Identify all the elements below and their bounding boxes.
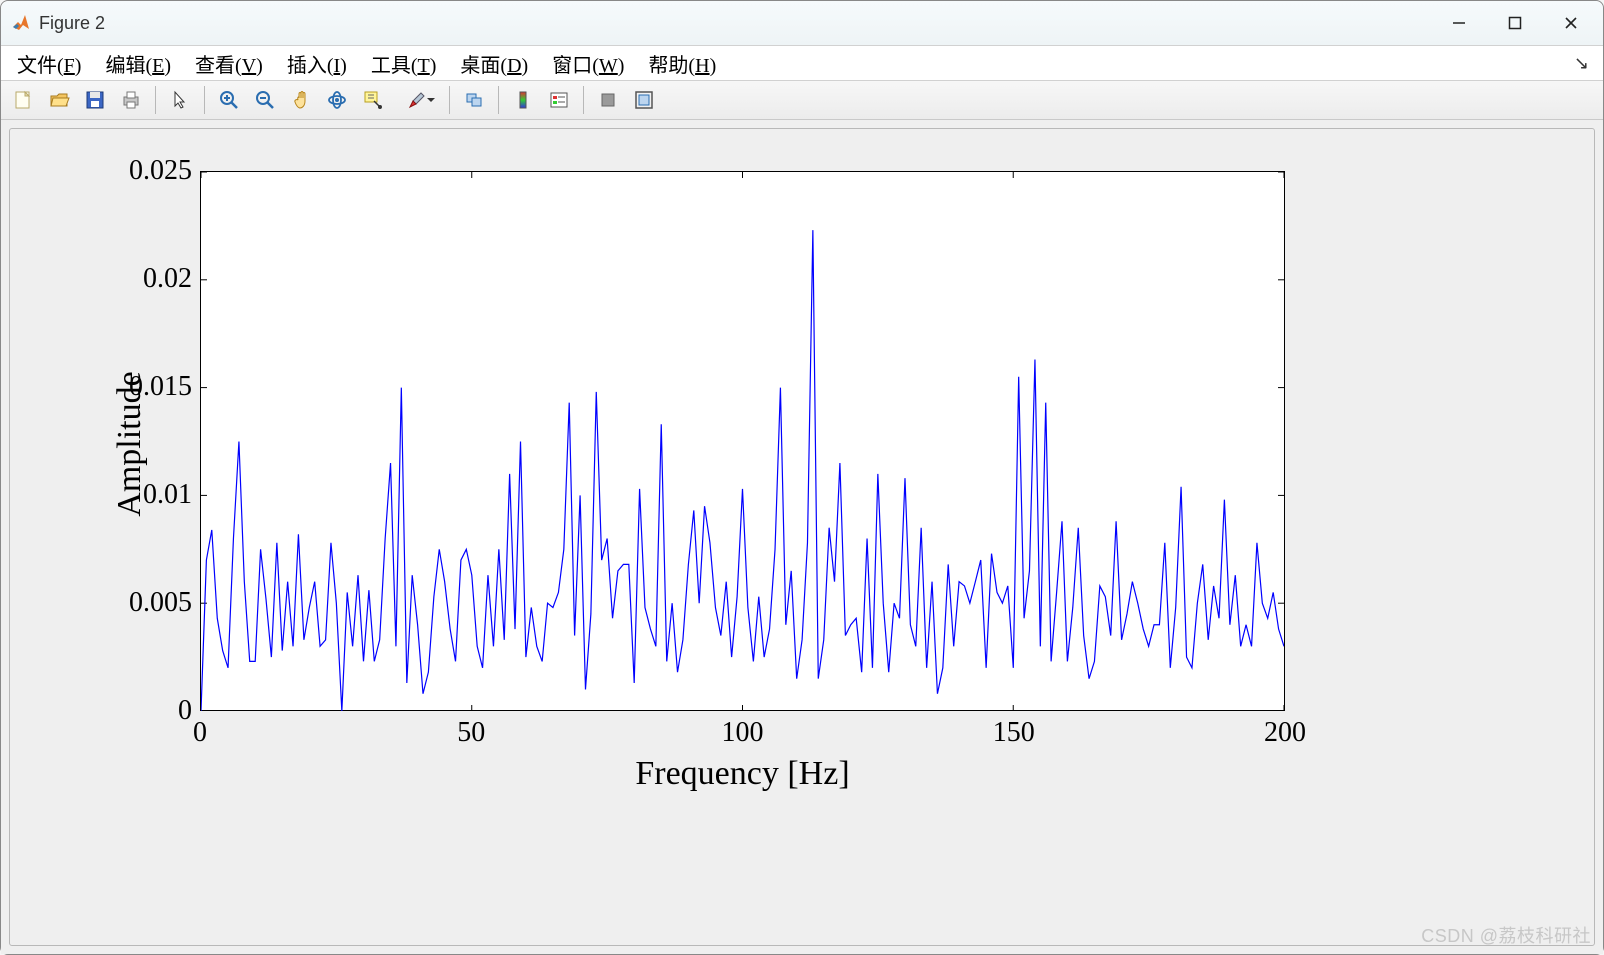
tool-legend-button[interactable]	[543, 84, 575, 116]
tool-save-button[interactable]	[79, 84, 111, 116]
stop-icon	[597, 89, 619, 111]
xtick-label: 50	[457, 717, 485, 749]
titlebar[interactable]: Figure 2	[1, 1, 1603, 46]
menu-d[interactable]: 桌面(D)	[450, 47, 538, 80]
tool-brush-button[interactable]	[393, 84, 441, 116]
maximize-button[interactable]	[1489, 5, 1541, 41]
tool-open-button[interactable]	[43, 84, 75, 116]
ytick-label: 0.005	[129, 587, 192, 619]
datacursor-icon	[362, 89, 384, 111]
menu-h[interactable]: 帮助(H)	[638, 47, 726, 80]
toolbar-separator	[583, 86, 584, 114]
tool-rotate3d-button[interactable]	[321, 84, 353, 116]
tool-link-button[interactable]	[458, 84, 490, 116]
chart-x-label: Frequency [Hz]	[635, 755, 849, 793]
dock-arrow-icon[interactable]: ↘	[1574, 53, 1589, 74]
figure-area: Amplitude Frequency [Hz] 05010015020000.…	[1, 120, 1603, 954]
new-icon	[12, 89, 34, 111]
figure-panel[interactable]: Amplitude Frequency [Hz] 05010015020000.…	[9, 128, 1595, 946]
chart-axes[interactable]	[200, 171, 1285, 711]
ytick-label: 0.01	[143, 479, 192, 511]
brush-icon	[406, 89, 428, 111]
print-icon	[120, 89, 142, 111]
menu-t[interactable]: 工具(T)	[361, 47, 447, 80]
menu-i[interactable]: 插入(I)	[277, 47, 357, 80]
menubar: 文件(F)编辑(E)查看(V)插入(I)工具(T)桌面(D)窗口(W)帮助(H)…	[1, 46, 1603, 81]
figure-window: Figure 2 文件(F)编辑(E)查看(V)插入(I)工具(T)桌面(D)窗…	[0, 0, 1604, 955]
minimize-button[interactable]	[1433, 5, 1485, 41]
chart-line	[201, 172, 1284, 711]
restore-icon	[633, 89, 655, 111]
xtick-label: 200	[1264, 717, 1306, 749]
rotate3d-icon	[326, 89, 348, 111]
close-button[interactable]	[1545, 5, 1597, 41]
menu-w[interactable]: 窗口(W)	[542, 47, 634, 80]
toolbar	[1, 81, 1603, 120]
tool-pan-button[interactable]	[285, 84, 317, 116]
toolbar-separator	[155, 86, 156, 114]
toolbar-separator	[204, 86, 205, 114]
ytick-label: 0.015	[129, 371, 192, 403]
tool-print-button[interactable]	[115, 84, 147, 116]
xtick-label: 0	[193, 717, 207, 749]
tool-zoom-out-button[interactable]	[249, 84, 281, 116]
save-icon	[84, 89, 106, 111]
pointer-icon	[169, 89, 191, 111]
tool-new-button[interactable]	[7, 84, 39, 116]
toolbar-separator	[498, 86, 499, 114]
menu-e[interactable]: 编辑(E)	[95, 47, 181, 80]
matlab-icon	[11, 13, 31, 33]
xtick-label: 150	[993, 717, 1035, 749]
open-icon	[48, 89, 70, 111]
ytick-label: 0.025	[129, 155, 192, 187]
menu-v[interactable]: 查看(V)	[185, 47, 273, 80]
tool-zoom-in-button[interactable]	[213, 84, 245, 116]
ytick-label: 0	[178, 695, 192, 727]
tool-stop-button[interactable]	[592, 84, 624, 116]
toolbar-separator	[449, 86, 450, 114]
colorbar-icon	[512, 89, 534, 111]
pan-icon	[290, 89, 312, 111]
zoom-in-icon	[218, 89, 240, 111]
tool-colorbar-button[interactable]	[507, 84, 539, 116]
zoom-out-icon	[254, 89, 276, 111]
link-icon	[463, 89, 485, 111]
xtick-label: 100	[722, 717, 764, 749]
tool-pointer-button[interactable]	[164, 84, 196, 116]
menu-f[interactable]: 文件(F)	[7, 47, 91, 80]
window-title: Figure 2	[39, 13, 105, 34]
legend-icon	[548, 89, 570, 111]
watermark-text: CSDN @荔枝科研社	[1421, 922, 1591, 948]
ytick-label: 0.02	[143, 263, 192, 295]
tool-restore-button[interactable]	[628, 84, 660, 116]
tool-datacursor-button[interactable]	[357, 84, 389, 116]
